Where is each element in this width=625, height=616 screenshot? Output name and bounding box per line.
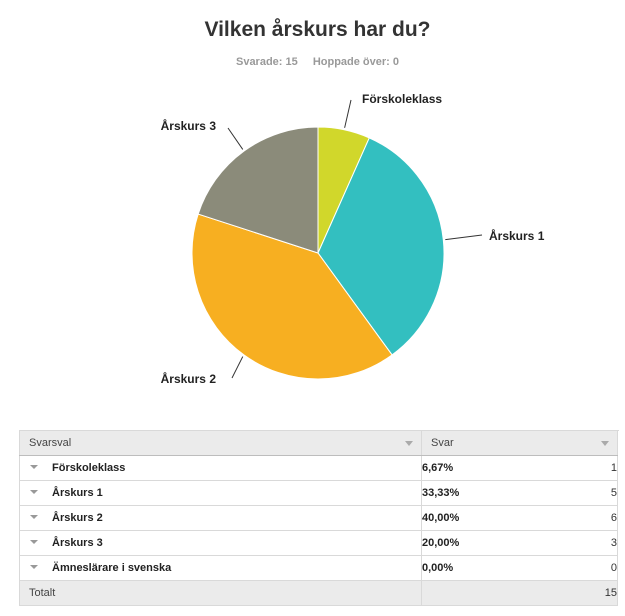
option-label: Förskoleklass — [52, 462, 126, 474]
count-value: 6 — [610, 512, 617, 524]
table-row: Årskurs 1 33,33% 5 — [19, 480, 618, 506]
label-leader-line — [445, 234, 483, 241]
expand-arrow-icon[interactable] — [30, 465, 38, 470]
answer-cell: 6,67% 1 — [421, 455, 618, 481]
sort-arrow-icon[interactable] — [601, 441, 609, 446]
pie-slice-årskurs-3 — [197, 126, 319, 254]
total-label: Totalt — [19, 580, 422, 606]
expand-arrow-icon[interactable] — [30, 490, 38, 495]
option-cell: Årskurs 3 — [19, 530, 422, 556]
option-label: Årskurs 1 — [52, 487, 103, 499]
skipped-count: Hoppade över: 0 — [312, 56, 399, 68]
expand-arrow-icon[interactable] — [30, 565, 38, 570]
option-label: Årskurs 2 — [52, 512, 103, 524]
percent-value: 6,67% — [422, 462, 454, 474]
answer-cell: 0,00% 0 — [421, 555, 618, 581]
option-cell: Årskurs 1 — [19, 480, 422, 506]
expand-arrow-icon[interactable] — [30, 540, 38, 545]
option-cell: Förskoleklass — [19, 455, 422, 481]
count-value: 1 — [610, 462, 617, 474]
answered-count: Svarade: 15 — [235, 56, 298, 68]
answer-cell: 40,00% 6 — [421, 505, 618, 531]
option-cell: Ämneslärare i svenska — [19, 555, 422, 581]
label-leader-line — [227, 127, 244, 150]
table-row: Årskurs 2 40,00% 6 — [19, 505, 618, 531]
pie-slice-årskurs-2 — [191, 213, 393, 380]
answer-cell: 20,00% 3 — [421, 530, 618, 556]
total-value: 15 — [421, 580, 618, 606]
option-label: Årskurs 3 — [52, 537, 103, 549]
label-leader-line — [344, 99, 352, 128]
results-table: Svarsval Svar Förskoleklass 6,67% 1 Årsku… — [19, 430, 618, 606]
expand-arrow-icon[interactable] — [30, 515, 38, 520]
pie-slice-årskurs-1 — [317, 137, 445, 356]
chart-title: Vilken årskurs har du? — [204, 18, 431, 41]
percent-value: 20,00% — [422, 537, 460, 549]
slice-label-årskurs-3: Årskurs 3 — [161, 118, 217, 133]
column-header-answers-label: Svar — [431, 437, 454, 449]
percent-value: 33,33% — [422, 487, 460, 499]
count-value: 0 — [610, 562, 617, 574]
table-row: Förskoleklass 6,67% 1 — [19, 455, 618, 481]
answer-cell: 33,33% 5 — [421, 480, 618, 506]
response-summary: Svarade: 15 Hoppade över: 0 — [0, 56, 625, 68]
pie-chart: Förskoleklass Årskurs 1 Årskurs 2 Årskurs 3 — [161, 92, 545, 386]
percent-value: 0,00% — [422, 562, 454, 574]
slice-label-förskoleklass: Förskoleklass — [362, 92, 442, 106]
count-value: 3 — [610, 537, 617, 549]
option-cell: Årskurs 2 — [19, 505, 422, 531]
column-header-answers[interactable]: Svar — [421, 430, 618, 456]
percent-value: 40,00% — [422, 512, 460, 524]
table-row: Ämneslärare i svenska 0,00% 0 — [19, 555, 618, 581]
column-header-option-label: Svarsval — [29, 437, 72, 449]
count-value: 5 — [610, 487, 617, 499]
option-label: Ämneslärare i svenska — [52, 562, 172, 574]
table-row: Årskurs 3 20,00% 3 — [19, 530, 618, 556]
column-header-option[interactable]: Svarsval — [19, 430, 422, 456]
total-row: Totalt 15 — [19, 580, 618, 606]
label-leader-line — [231, 356, 244, 379]
slice-label-årskurs-2: Årskurs 2 — [161, 371, 217, 386]
slice-label-årskurs-1: Årskurs 1 — [489, 228, 545, 243]
sort-arrow-icon[interactable] — [405, 441, 413, 446]
